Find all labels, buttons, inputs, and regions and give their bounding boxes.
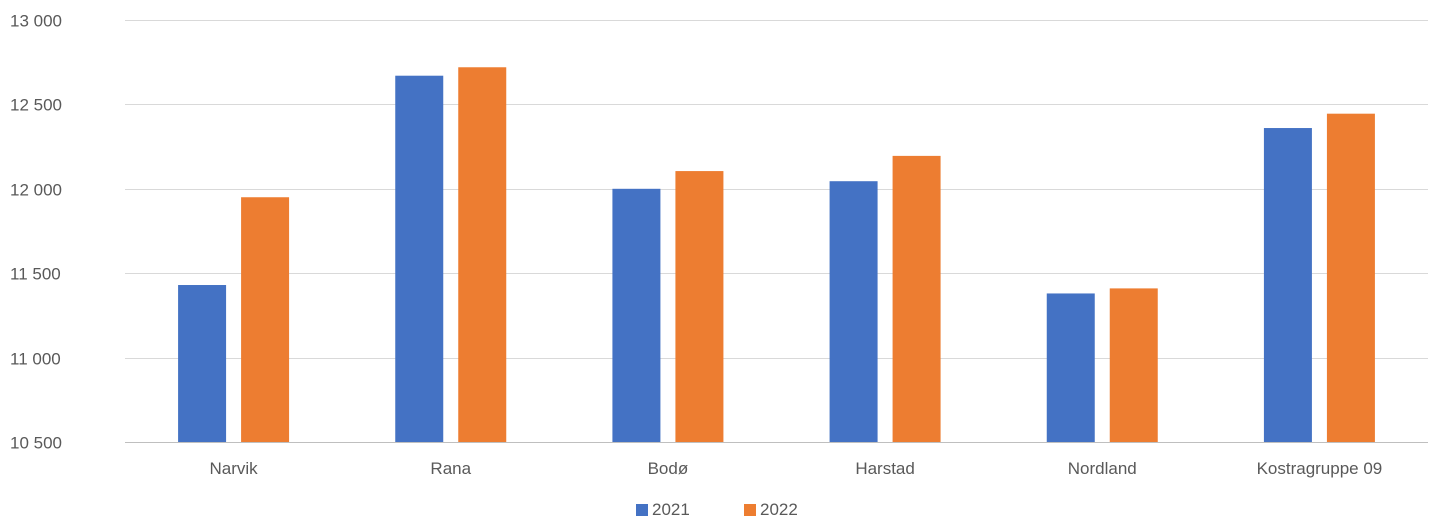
x-category-label: Kostragruppe 09 xyxy=(1257,459,1383,478)
bar-2022-narvik xyxy=(241,197,290,442)
x-category-label: Rana xyxy=(430,459,471,478)
gridlines xyxy=(125,20,1428,443)
bar-2022-bodø xyxy=(675,171,724,443)
x-category-label: Narvik xyxy=(209,459,258,478)
bar-2022-kostragruppe-09 xyxy=(1326,113,1375,443)
bar-2022-rana xyxy=(458,67,507,442)
y-axis-tick-labels: 10 500 11 000 11 500 12 000 12 500 13 000 xyxy=(10,12,62,453)
legend-swatch-2022 xyxy=(744,504,756,516)
bar-2021-bodø xyxy=(612,188,661,442)
bar-2021-nordland xyxy=(1046,293,1095,442)
x-category-label: Bodø xyxy=(648,459,689,478)
bar-2021-kostragruppe-09 xyxy=(1263,128,1312,443)
legend-swatch-2021 xyxy=(636,504,648,516)
y-tick-label: 11 000 xyxy=(10,350,61,369)
y-tick-label: 11 500 xyxy=(10,265,61,284)
bar-2021-rana xyxy=(395,75,444,442)
bar-2021-narvik xyxy=(178,285,227,442)
legend: 2021 2022 xyxy=(636,500,798,519)
bar-2021-harstad xyxy=(829,181,878,443)
x-category-label: Nordland xyxy=(1068,459,1137,478)
y-tick-label: 12 500 xyxy=(10,96,62,115)
x-category-label: Harstad xyxy=(855,459,915,478)
x-axis-category-labels: Narvik Rana Bodø Harstad Nordland Kostragrupp… xyxy=(209,459,1382,478)
bar-2022-nordland xyxy=(1109,288,1158,442)
bars xyxy=(178,67,1375,443)
y-tick-label: 12 000 xyxy=(10,181,62,200)
legend-label: 2022 xyxy=(760,500,798,519)
bar-2022-harstad xyxy=(892,155,941,442)
y-tick-label: 13 000 xyxy=(10,12,62,31)
y-tick-label: 10 500 xyxy=(10,434,62,453)
legend-label: 2021 xyxy=(652,500,690,519)
